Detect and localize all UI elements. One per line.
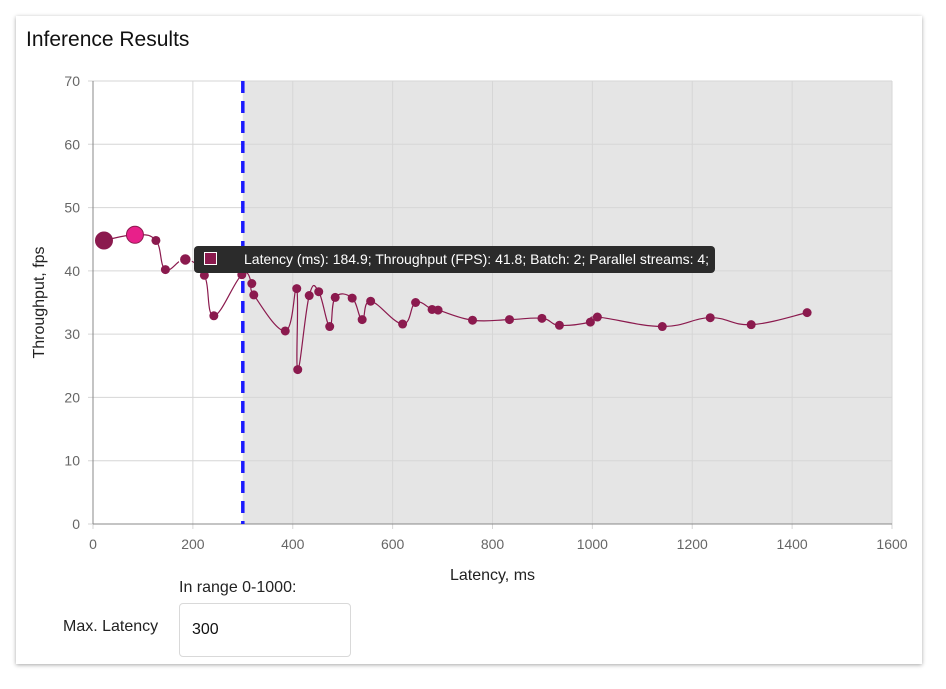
data-point (802, 308, 812, 318)
data-point (293, 365, 303, 375)
data-point (366, 296, 376, 306)
y-tick-label: 30 (64, 326, 80, 342)
x-tick-label: 200 (181, 536, 205, 552)
point-tooltip: Latency (ms): 184.9; Throughput (FPS): 4… (194, 246, 716, 273)
x-tick-label: 1600 (876, 536, 907, 552)
data-point (330, 292, 340, 302)
data-point (504, 315, 514, 325)
card-title: Inference Results (26, 28, 190, 51)
inference-results-card: Inference Results 0 200 400 600 800 1000 1200 1… (16, 16, 922, 664)
y-tick-label: 10 (64, 453, 80, 469)
data-point (304, 291, 314, 301)
tooltip-color-swatch (204, 252, 217, 265)
data-point (249, 290, 259, 300)
data-point (411, 298, 421, 307)
range-hint: In range 0-1000: (179, 579, 297, 596)
x-tick-label: 600 (381, 536, 405, 552)
max-latency-input[interactable] (179, 603, 351, 657)
data-point (657, 322, 667, 332)
data-point (554, 320, 564, 330)
data-point (292, 284, 302, 294)
data-point (592, 312, 602, 322)
x-axis-title: Latency, ms (450, 567, 535, 584)
data-point (746, 320, 756, 330)
x-tick-label: 0 (89, 536, 97, 552)
x-tick-label: 1400 (777, 536, 808, 552)
y-tick-label: 60 (64, 136, 80, 152)
y-tick-label: 40 (64, 263, 80, 279)
throughput-latency-chart: 0 200 400 600 800 1000 1200 1400 1600 0 10 20 30 40 50… (31, 73, 908, 584)
y-tick-label: 20 (64, 389, 80, 405)
data-point (160, 265, 170, 275)
data-point (705, 313, 715, 323)
data-point (585, 317, 595, 327)
x-tick-label: 400 (281, 536, 305, 552)
y-tick-label: 0 (72, 516, 80, 532)
y-axis-title: Throughput, fps (31, 246, 48, 358)
data-point (314, 287, 324, 297)
data-point (151, 235, 161, 245)
out-of-range-region (242, 81, 892, 524)
highlight-point (94, 231, 113, 250)
tooltip-text: Latency (ms): 184.9; Throughput (FPS): 4… (244, 251, 710, 267)
selected-point (178, 252, 193, 267)
x-tick-label: 1000 (577, 536, 608, 552)
y-tick-label: 70 (64, 73, 80, 89)
x-tick-label: 1200 (677, 536, 708, 552)
data-point (433, 305, 443, 315)
data-point (209, 311, 219, 321)
data-point (398, 319, 408, 329)
y-tick-label: 50 (64, 200, 80, 216)
data-point (199, 270, 209, 280)
data-point (247, 279, 257, 289)
x-tick-label: 800 (481, 536, 505, 552)
data-point (357, 315, 367, 325)
data-point (325, 322, 335, 332)
data-point (347, 293, 357, 303)
data-point (537, 313, 547, 323)
data-point (468, 315, 478, 325)
data-point (280, 326, 290, 336)
max-latency-label: Max. Latency (63, 618, 159, 635)
series-line (103, 234, 808, 371)
highlight-point (125, 225, 144, 244)
